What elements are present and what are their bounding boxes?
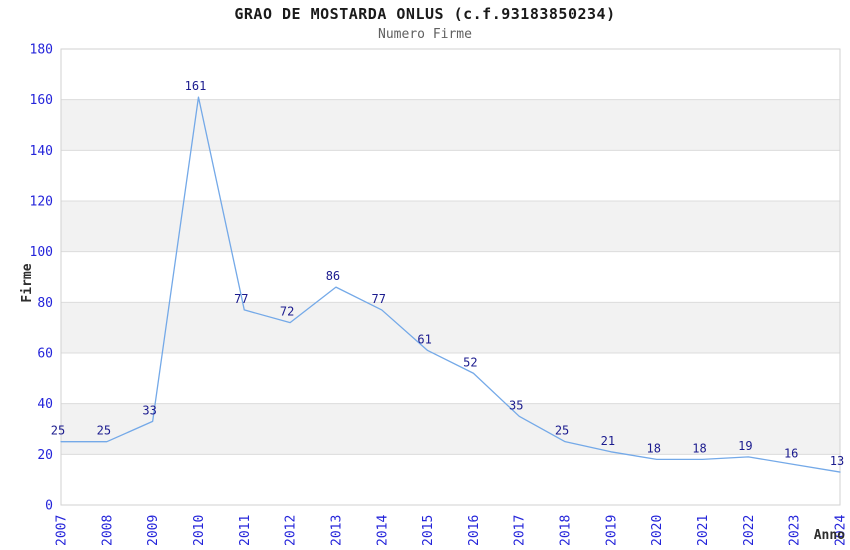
plot-band <box>61 302 840 353</box>
point-label: 25 <box>51 424 65 438</box>
point-label: 77 <box>234 292 248 306</box>
point-label: 86 <box>326 269 340 283</box>
data-line <box>60 96 841 473</box>
chart-subtitle: Numero Firme <box>378 27 472 42</box>
x-tick-label: 2015 <box>421 515 436 546</box>
point-label: 25 <box>555 424 569 438</box>
point-label: 72 <box>280 305 294 319</box>
point-label: 52 <box>463 355 477 369</box>
x-tick-label: 2007 <box>55 515 70 546</box>
x-tick-label: 2010 <box>192 515 207 546</box>
y-axis-title: Firme <box>20 263 35 302</box>
y-tick-label: 140 <box>30 144 53 159</box>
plot-border <box>60 48 841 506</box>
point-label: 13 <box>830 454 844 468</box>
point-label: 16 <box>784 446 798 460</box>
y-tick-label: 60 <box>37 347 53 362</box>
x-tick-label: 2016 <box>467 515 482 546</box>
x-axis-title: Anno <box>814 528 845 543</box>
y-tick-label: 100 <box>30 245 53 260</box>
y-tick-label: 80 <box>37 296 53 311</box>
x-tick-label: 2011 <box>238 515 253 546</box>
x-tick-label: 2018 <box>559 515 574 546</box>
point-label: 18 <box>646 441 660 455</box>
plot-band <box>61 201 840 252</box>
x-tick-label: 2012 <box>284 515 299 546</box>
x-tick-label: 2023 <box>788 515 803 546</box>
point-label: 21 <box>601 434 615 448</box>
y-tick-label: 0 <box>45 499 53 514</box>
x-tick-label: 2009 <box>146 515 161 546</box>
plot-band <box>61 99 840 151</box>
point-label: 61 <box>417 332 431 346</box>
point-label: 19 <box>738 439 752 453</box>
point-label: 33 <box>142 403 156 417</box>
y-tick-label: 40 <box>37 397 53 412</box>
chart-title: GRAO DE MOSTARDA ONLUS (c.f.93183850234) <box>234 5 615 23</box>
point-label: 25 <box>97 424 111 438</box>
x-tick-label: 2017 <box>513 515 528 546</box>
x-tick-label: 2014 <box>375 515 390 546</box>
x-tick-label: 2021 <box>696 515 711 546</box>
x-tick-label: 2019 <box>604 515 619 546</box>
point-label: 77 <box>372 292 386 306</box>
x-tick-label: 2013 <box>329 515 344 546</box>
y-tick-label: 180 <box>30 43 53 58</box>
point-label: 18 <box>692 441 706 455</box>
point-label: 35 <box>509 398 523 412</box>
x-tick-label: 2024 <box>834 515 849 546</box>
x-tick-label: 2008 <box>100 515 115 546</box>
x-tick-label: 2022 <box>742 515 757 546</box>
y-tick-label: 120 <box>30 195 53 210</box>
y-tick-label: 160 <box>30 93 53 108</box>
plot-band <box>61 403 840 455</box>
y-tick-label: 20 <box>37 448 53 463</box>
x-tick-label: 2020 <box>650 515 665 546</box>
point-label: 161 <box>185 79 207 93</box>
